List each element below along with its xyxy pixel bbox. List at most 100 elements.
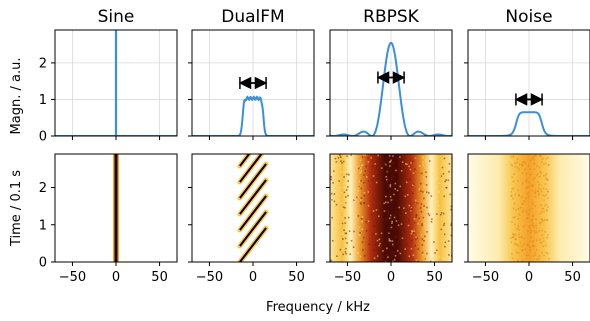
speckle [343, 171, 345, 173]
speckle [411, 230, 413, 232]
speckle [545, 208, 548, 211]
speckle [414, 168, 416, 171]
speckle [424, 259, 427, 261]
speckle [400, 190, 403, 193]
speckle [547, 190, 549, 193]
speckle [394, 255, 397, 257]
speckle [393, 259, 396, 261]
speckle [411, 184, 414, 186]
speckle [380, 207, 383, 210]
speckle [361, 241, 364, 243]
speckle [392, 198, 394, 201]
speckle [361, 220, 363, 223]
speckle [544, 230, 547, 233]
speckle [397, 224, 400, 227]
speckle [534, 154, 536, 157]
speckle [330, 222, 333, 224]
speckle [343, 176, 345, 178]
speckle [332, 188, 335, 191]
speckle [378, 248, 380, 251]
speckle [404, 195, 407, 198]
speckle [522, 225, 525, 228]
speckle [536, 190, 539, 193]
speckle [356, 196, 358, 199]
speckle [518, 194, 520, 197]
speckle [448, 250, 450, 253]
speckle [434, 241, 437, 243]
speckle [536, 165, 538, 168]
speckle [383, 163, 386, 166]
speckle [361, 228, 364, 231]
panel-title: Sine [98, 7, 135, 27]
speckle [331, 216, 334, 219]
speckle [388, 193, 391, 196]
speckle [387, 167, 389, 170]
speckle [385, 178, 388, 181]
speckle [524, 168, 526, 171]
speckle [426, 206, 428, 209]
speckle [511, 257, 514, 260]
speckle [530, 184, 533, 186]
speckle [422, 216, 425, 219]
speckle [534, 163, 536, 165]
y-axis-label-top: Magn. / a.u. [9, 58, 24, 135]
speckle [517, 208, 520, 210]
speckle [532, 214, 535, 217]
speckle [534, 251, 537, 254]
speckle [388, 238, 391, 240]
speckle [373, 225, 375, 227]
speckle [512, 216, 515, 219]
y-axis-label-bottom: Time / 0.1 s [9, 170, 24, 247]
speckle [390, 201, 393, 204]
speckle [538, 221, 541, 224]
speckle [420, 234, 423, 236]
speckle [542, 208, 544, 210]
panel-title: RBPSK [363, 7, 420, 27]
speckle [339, 154, 341, 157]
speckle [542, 240, 545, 243]
speckle [363, 192, 366, 194]
speckle [391, 240, 394, 242]
speckle [413, 230, 415, 232]
speckle [444, 180, 446, 183]
speckle [527, 254, 529, 257]
speckle [533, 162, 535, 165]
speckle [340, 186, 343, 189]
speckle [335, 161, 338, 163]
speckle [511, 194, 513, 197]
speckle [528, 185, 530, 188]
speckle [423, 239, 425, 242]
speckle [434, 252, 436, 254]
speckle [405, 181, 408, 184]
speckle [535, 218, 537, 221]
speckle [401, 168, 404, 170]
speckle [396, 227, 398, 229]
x-tick-label: −50 [472, 270, 499, 285]
speckle [342, 238, 344, 240]
speckle [367, 157, 369, 159]
speckle [538, 184, 540, 186]
speckle [341, 210, 343, 212]
speckle [423, 197, 425, 200]
spectrogram-panel-dualfm: −50 0 50 [188, 153, 315, 285]
speckle [386, 254, 388, 256]
speckle [442, 212, 445, 215]
speckle [330, 206, 332, 209]
speckle [420, 172, 423, 175]
speckle [408, 204, 411, 207]
speckle [517, 226, 520, 229]
x-tick-label: 50 [151, 270, 168, 285]
speckle [450, 202, 452, 204]
speckle [336, 249, 338, 251]
speckle [344, 237, 347, 240]
speckle [425, 184, 428, 186]
speckle [540, 218, 543, 220]
speckle [386, 181, 389, 183]
speckle [525, 187, 528, 190]
speckle [533, 230, 536, 232]
speckle [521, 203, 524, 205]
speckle [528, 195, 530, 198]
speckle [337, 157, 340, 159]
speckle [414, 199, 417, 202]
speckle [357, 167, 360, 170]
